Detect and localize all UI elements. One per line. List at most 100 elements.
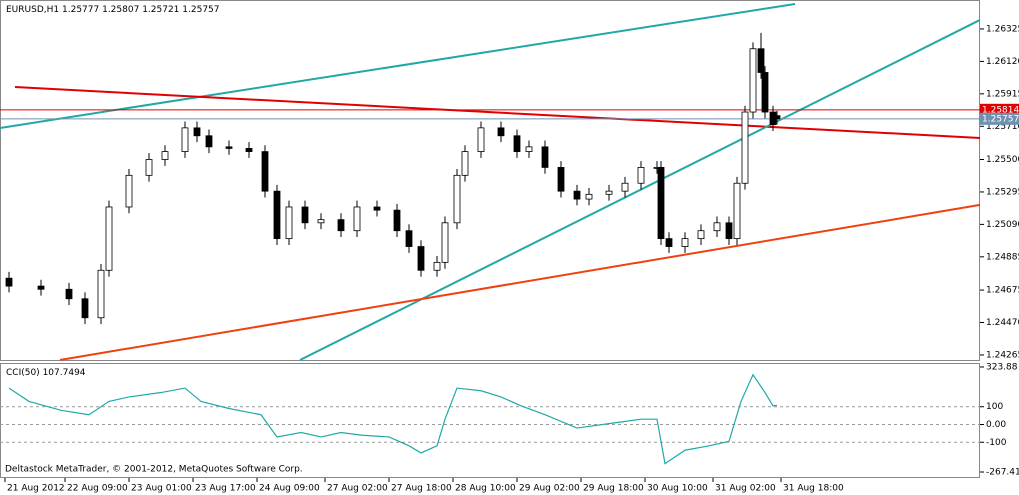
cci-header: CCI(50) 107.7494 — [6, 368, 86, 378]
candle-body — [225, 146, 233, 149]
candle-body — [433, 261, 441, 271]
price-label: 1.25757 — [982, 114, 1019, 124]
candle-body — [193, 127, 201, 137]
ohlc: 1.25777 — [62, 5, 99, 15]
y-tick-label: 1.25295 — [986, 187, 1019, 197]
y-tick-label: 1.26325 — [986, 24, 1019, 34]
cci-value: 107.7494 — [43, 368, 86, 378]
y-tick-label: 323.88 — [986, 362, 1018, 372]
x-tick-label: 30 Aug 10:00 — [647, 484, 708, 494]
y-tick-label: 1.25915 — [986, 89, 1019, 99]
footer: Deltastock MetaTrader, © 2001-2012, Meta… — [5, 465, 303, 475]
y-tick-label: 1.26120 — [986, 57, 1019, 67]
x-tick-label: 23 Aug 17:00 — [195, 484, 256, 494]
price-label-box — [980, 112, 1019, 125]
candle-body — [497, 127, 505, 137]
candle-body — [557, 167, 565, 192]
candle-body — [285, 206, 293, 240]
candle-body — [181, 127, 189, 152]
x-tick-label: 28 Aug 10:00 — [455, 484, 516, 494]
symbol-header: EURUSD,H1 1.25777 1.25807 1.25721 1.2575… — [6, 5, 220, 15]
ohlc: 1.25807 — [102, 5, 139, 15]
candle-body — [733, 182, 741, 240]
y-tick-label: 1.24470 — [986, 318, 1019, 328]
candle-body — [441, 222, 449, 263]
x-tick-label: 31 Aug 02:00 — [715, 484, 776, 494]
candle-body — [161, 151, 169, 160]
price-label-box — [980, 103, 1019, 116]
symbol: EURUSD,H1 — [6, 5, 59, 15]
candle-body — [245, 148, 253, 152]
candle-body — [697, 230, 705, 240]
candle-body — [273, 190, 281, 240]
x-tick-label: 29 Aug 02:00 — [519, 484, 580, 494]
candle-body — [105, 206, 113, 271]
candle-body — [337, 219, 345, 232]
x-tick-label: 24 Aug 09:00 — [259, 484, 320, 494]
candle-body — [757, 48, 765, 73]
x-tick-label: 23 Aug 01:00 — [131, 484, 192, 494]
cci-panel — [0, 363, 980, 478]
ohlc: 1.25721 — [142, 5, 179, 15]
y-tick-label: -267.41 — [986, 467, 1019, 477]
candle-body — [773, 115, 781, 120]
candle-body — [657, 167, 665, 240]
candle-body — [261, 151, 269, 192]
candle-body — [81, 298, 89, 319]
x-tick-label: 31 Aug 18:00 — [783, 484, 844, 494]
candle-body — [417, 246, 425, 271]
candle-body — [513, 135, 521, 152]
candle-body — [525, 146, 533, 152]
candle-body — [713, 222, 721, 232]
candle-body — [97, 269, 105, 319]
candle-body — [205, 135, 213, 148]
x-tick-label: 21 Aug 2012 — [7, 484, 65, 494]
candle-body — [749, 48, 757, 113]
candle-body — [65, 288, 73, 300]
candle-body — [605, 190, 613, 195]
candle-body — [405, 230, 413, 247]
candle-body — [541, 146, 549, 168]
y-tick-label: 1.24885 — [986, 252, 1019, 262]
trendline — [299, 19, 981, 361]
x-tick-label: 27 Aug 02:00 — [327, 484, 388, 494]
candle-body — [761, 72, 769, 113]
x-tick-label: 27 Aug 18:00 — [391, 484, 452, 494]
candle-body — [665, 238, 673, 247]
trendline — [59, 203, 981, 361]
candle-body — [373, 206, 381, 211]
candle-body — [725, 222, 733, 240]
ohlc: 1.25757 — [182, 5, 219, 15]
candle-body — [741, 111, 749, 184]
candle-body — [681, 238, 689, 247]
y-tick-label: 1.24265 — [986, 350, 1019, 360]
candle-body — [145, 159, 153, 176]
candle-body — [125, 174, 133, 208]
candle-body — [5, 277, 13, 287]
trendline — [14, 86, 981, 139]
y-tick-label: 1.25500 — [986, 155, 1019, 165]
x-tick-label: 22 Aug 09:00 — [67, 484, 128, 494]
y-tick-label: 1.25090 — [986, 220, 1019, 230]
candle-body — [317, 219, 325, 224]
candle-body — [453, 174, 461, 224]
candle-body — [353, 206, 361, 232]
candle-body — [573, 190, 581, 200]
cci-line — [8, 373, 778, 465]
candle-body — [621, 182, 629, 192]
cci-title: CCI(50) — [6, 368, 40, 378]
candle-body — [301, 206, 309, 224]
price-label: 1.25814 — [982, 105, 1019, 115]
candle-body — [637, 167, 645, 184]
candle-body — [37, 285, 45, 290]
y-tick-label: 100 — [986, 402, 1003, 412]
candle-body — [477, 127, 485, 152]
candle-body — [585, 193, 593, 200]
y-tick-label: 1.24675 — [986, 286, 1019, 296]
y-tick-label: 0.00 — [986, 420, 1006, 430]
candle-body — [461, 151, 469, 176]
main-panel — [0, 0, 980, 361]
y-tick-label: -100 — [986, 438, 1007, 448]
